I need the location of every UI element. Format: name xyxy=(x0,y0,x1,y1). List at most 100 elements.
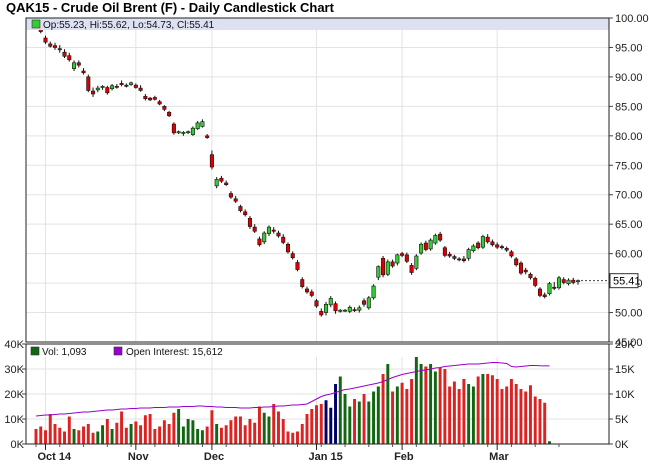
volume-bar xyxy=(443,369,447,444)
candle-body xyxy=(62,51,67,57)
volume-bar xyxy=(291,432,295,444)
candle xyxy=(385,259,390,277)
volume-bar xyxy=(448,386,452,444)
candle xyxy=(129,81,134,86)
volume-bar xyxy=(224,425,228,444)
candle xyxy=(509,250,514,258)
volume-bar xyxy=(424,366,428,444)
volume-bar xyxy=(124,427,128,444)
candle xyxy=(233,195,238,203)
volume-bar xyxy=(500,389,504,444)
candle xyxy=(205,134,210,139)
candle xyxy=(357,305,362,313)
candle-body xyxy=(442,247,447,256)
candle-body xyxy=(195,122,200,130)
volume-bar xyxy=(172,412,176,444)
candle-body xyxy=(171,123,176,134)
candle xyxy=(133,83,138,89)
volume-bar xyxy=(300,424,304,444)
volume-bar xyxy=(238,416,242,444)
candle xyxy=(409,263,414,275)
price-tick-label: 45.00 xyxy=(615,337,643,349)
candle xyxy=(414,254,419,271)
candle xyxy=(214,177,219,189)
price-tick-label: 95.00 xyxy=(615,42,643,54)
volume-bar xyxy=(343,394,347,444)
candle-body xyxy=(324,303,329,313)
price-legend-text: Op:55.23, Hi:55.62, Lo:54.73, Cl:55.41 xyxy=(43,20,215,31)
volume-bar xyxy=(372,391,376,444)
price-legend-icon xyxy=(31,19,41,29)
volume-bar xyxy=(391,391,395,444)
volume-bar xyxy=(462,379,466,444)
volume-bar xyxy=(348,406,352,444)
volume-bar xyxy=(490,375,494,444)
price-tick-label: 65.00 xyxy=(615,219,643,231)
candle-body xyxy=(114,86,119,88)
volume-right-tick-label: 5K xyxy=(615,414,629,426)
volume-bar xyxy=(191,420,195,444)
candle-body xyxy=(228,193,233,198)
volume-bar xyxy=(77,430,81,444)
price-tick-label: 75.00 xyxy=(615,160,643,172)
candle-body xyxy=(186,131,191,133)
candle xyxy=(105,85,110,95)
candle xyxy=(257,236,262,247)
candle-body xyxy=(133,84,138,88)
candle xyxy=(480,234,485,249)
price-tick-label: 70.00 xyxy=(615,190,643,202)
candle-body xyxy=(419,243,424,254)
candle-body xyxy=(518,262,523,274)
candle-body xyxy=(575,280,581,283)
candle-body xyxy=(271,229,276,232)
price-tick-label: 60.00 xyxy=(615,249,643,261)
candle xyxy=(76,60,81,68)
candle-body xyxy=(523,269,528,273)
candle xyxy=(476,241,481,250)
candle xyxy=(495,242,500,249)
volume-bar xyxy=(543,402,547,444)
candle-body xyxy=(152,97,157,100)
candle xyxy=(176,130,181,135)
candle xyxy=(533,276,538,288)
volume-bar xyxy=(395,386,399,444)
candle xyxy=(124,83,129,88)
candle-body xyxy=(466,249,471,259)
candle xyxy=(504,246,509,252)
candle-body xyxy=(504,248,509,251)
candle-body xyxy=(53,45,58,48)
volume-legend-text: Vol: 1,093 xyxy=(42,347,87,358)
volume-bar xyxy=(72,429,76,444)
volume-bar xyxy=(110,429,114,444)
volume-bar xyxy=(177,409,181,444)
candle xyxy=(224,180,229,186)
candle-body xyxy=(105,87,110,94)
volume-bar xyxy=(296,431,299,444)
candle xyxy=(400,251,405,258)
candle xyxy=(200,119,205,128)
volume-bar xyxy=(286,431,290,444)
candle-body xyxy=(95,87,100,91)
volume-bar xyxy=(533,396,537,444)
candle-body xyxy=(476,242,481,249)
volume-bar xyxy=(210,410,214,444)
candle-body xyxy=(157,101,162,105)
volume-bar xyxy=(528,385,532,444)
volume-right-tick-label: 10K xyxy=(615,389,635,401)
volume-bar xyxy=(495,379,499,444)
candle-body xyxy=(48,43,53,47)
candle-body xyxy=(556,277,561,289)
volume-bar xyxy=(105,419,109,444)
x-axis: Oct 14 Nov Dec Jan 15 Feb Mar xyxy=(35,444,560,463)
volume-bar xyxy=(505,386,509,444)
open-interest-line xyxy=(35,362,550,417)
x-tick-label: Jan 15 xyxy=(309,451,343,463)
candle xyxy=(119,80,124,87)
volume-bar xyxy=(63,431,67,444)
volume-left-tick-label: 20K xyxy=(4,389,24,401)
candle-body xyxy=(542,294,547,297)
volume-bar xyxy=(376,386,380,444)
candle xyxy=(67,52,72,62)
candle-body xyxy=(485,236,490,243)
